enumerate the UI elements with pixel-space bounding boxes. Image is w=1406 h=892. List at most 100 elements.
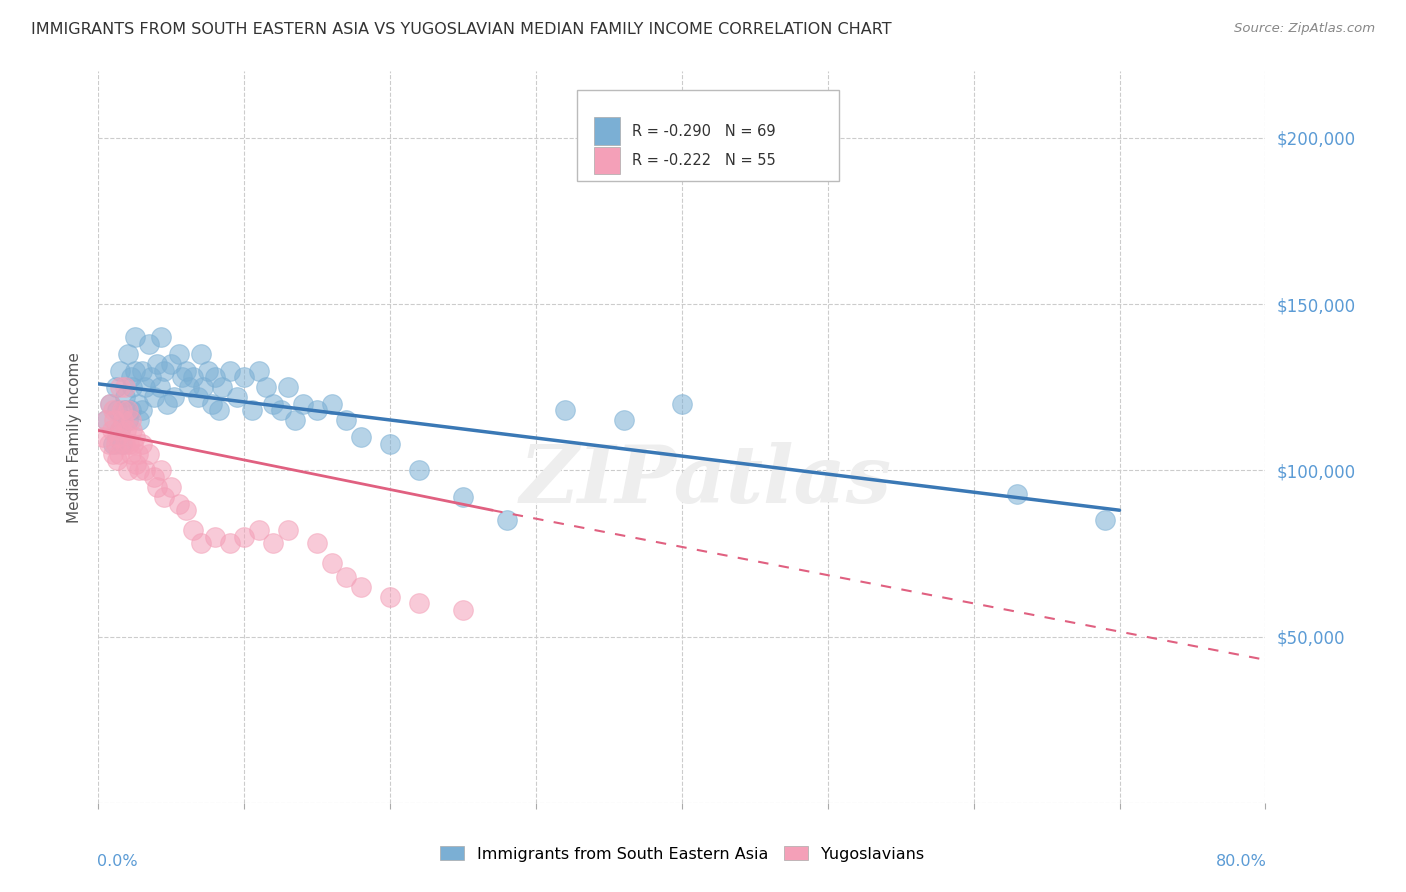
Point bbox=[110, 424, 132, 438]
Point bbox=[117, 463, 139, 477]
Point bbox=[114, 380, 136, 394]
Point bbox=[131, 436, 153, 450]
Text: IMMIGRANTS FROM SOUTH EASTERN ASIA VS YUGOSLAVIAN MEDIAN FAMILY INCOME CORRELATI: IMMIGRANTS FROM SOUTH EASTERN ASIA VS YU… bbox=[31, 22, 891, 37]
Point bbox=[211, 380, 233, 394]
FancyBboxPatch shape bbox=[595, 117, 620, 145]
Point bbox=[307, 536, 329, 550]
Point bbox=[174, 503, 197, 517]
Point bbox=[247, 523, 270, 537]
Point bbox=[262, 397, 284, 411]
Point bbox=[193, 380, 215, 394]
Point bbox=[167, 347, 190, 361]
Point bbox=[114, 403, 136, 417]
Point bbox=[111, 403, 134, 417]
FancyBboxPatch shape bbox=[595, 146, 620, 175]
Point bbox=[451, 490, 474, 504]
Point bbox=[117, 413, 139, 427]
Point bbox=[101, 403, 124, 417]
Point bbox=[150, 463, 173, 477]
Point bbox=[104, 380, 127, 394]
Point bbox=[163, 390, 186, 404]
Point bbox=[105, 403, 128, 417]
Point bbox=[117, 403, 139, 417]
Point bbox=[124, 330, 146, 344]
Point bbox=[105, 430, 128, 444]
Point bbox=[125, 457, 148, 471]
Point bbox=[127, 447, 149, 461]
Point bbox=[671, 397, 693, 411]
Point bbox=[160, 357, 183, 371]
Point bbox=[335, 570, 357, 584]
Point bbox=[554, 403, 576, 417]
Point bbox=[167, 497, 190, 511]
Point bbox=[181, 370, 204, 384]
Text: R = -0.290   N = 69: R = -0.290 N = 69 bbox=[631, 124, 775, 138]
Point bbox=[120, 413, 142, 427]
Point bbox=[124, 430, 146, 444]
Point bbox=[103, 413, 125, 427]
Point bbox=[177, 380, 200, 394]
Text: 80.0%: 80.0% bbox=[1216, 854, 1267, 869]
Point bbox=[174, 363, 197, 377]
Point bbox=[131, 403, 153, 417]
Point bbox=[240, 403, 263, 417]
Point bbox=[118, 436, 141, 450]
Point bbox=[120, 403, 142, 417]
Point bbox=[408, 463, 430, 477]
Point bbox=[134, 463, 156, 477]
Point bbox=[101, 447, 124, 461]
Point bbox=[120, 447, 142, 461]
Point bbox=[291, 397, 314, 411]
Point bbox=[1007, 486, 1029, 500]
Point bbox=[121, 380, 143, 394]
Point bbox=[270, 403, 292, 417]
Point bbox=[190, 347, 212, 361]
Point bbox=[114, 390, 136, 404]
Point bbox=[91, 430, 114, 444]
Point bbox=[98, 397, 121, 411]
Point bbox=[110, 363, 132, 377]
Point bbox=[204, 530, 226, 544]
Point bbox=[380, 590, 402, 604]
Point bbox=[321, 397, 343, 411]
Point bbox=[142, 470, 165, 484]
Point bbox=[127, 397, 149, 411]
Point bbox=[94, 413, 117, 427]
Point bbox=[153, 490, 176, 504]
Point bbox=[350, 580, 373, 594]
Point bbox=[124, 363, 146, 377]
Point bbox=[190, 536, 212, 550]
Point bbox=[160, 480, 183, 494]
Point bbox=[247, 363, 270, 377]
Point bbox=[408, 596, 430, 610]
Point bbox=[112, 413, 135, 427]
Point bbox=[101, 436, 124, 450]
Point bbox=[380, 436, 402, 450]
Point bbox=[105, 453, 128, 467]
Point bbox=[307, 403, 329, 417]
Point bbox=[110, 380, 132, 394]
Point bbox=[134, 380, 156, 394]
Text: R = -0.222   N = 55: R = -0.222 N = 55 bbox=[631, 153, 776, 168]
Point bbox=[451, 603, 474, 617]
Point bbox=[139, 370, 162, 384]
Point bbox=[138, 337, 160, 351]
Point bbox=[128, 463, 150, 477]
Point bbox=[142, 390, 165, 404]
Point bbox=[138, 447, 160, 461]
Point bbox=[114, 436, 136, 450]
Point bbox=[612, 413, 634, 427]
Point bbox=[110, 424, 132, 438]
Point bbox=[335, 413, 357, 427]
Point bbox=[97, 436, 120, 450]
Point bbox=[321, 557, 343, 571]
Point bbox=[122, 436, 145, 450]
Point bbox=[146, 480, 169, 494]
Point bbox=[233, 370, 256, 384]
Point bbox=[117, 347, 139, 361]
Point bbox=[156, 397, 179, 411]
Point bbox=[284, 413, 307, 427]
Point bbox=[496, 513, 519, 527]
FancyBboxPatch shape bbox=[576, 90, 839, 181]
Text: ZIPatlas: ZIPatlas bbox=[519, 442, 891, 520]
